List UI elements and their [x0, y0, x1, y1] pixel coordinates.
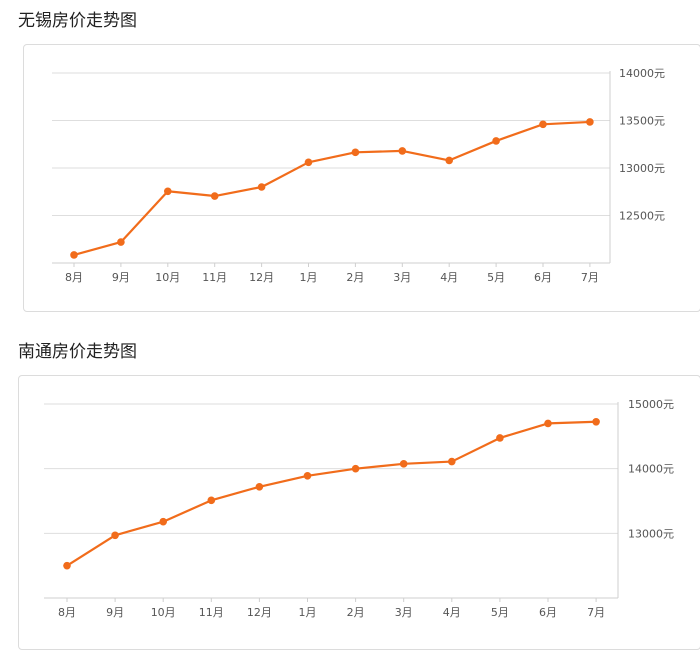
x-tick-label: 12月: [249, 271, 274, 284]
x-tick-label: 11月: [202, 271, 227, 284]
x-tick-label: 12月: [247, 606, 272, 619]
y-tick-label: 13500元: [619, 115, 665, 128]
x-tick-label: 6月: [534, 271, 552, 284]
y-tick-label: 14000元: [628, 463, 674, 476]
x-tick-label: 5月: [491, 606, 509, 619]
chart-title-nantong: 南通房价走势图: [18, 342, 137, 362]
data-point: [257, 183, 266, 191]
y-tick-label: 13000元: [628, 527, 674, 540]
data-point: [544, 419, 552, 428]
data-point: [159, 517, 167, 526]
data-point: [592, 417, 600, 426]
x-tick-label: 9月: [106, 606, 124, 619]
x-tick-label: 9月: [112, 271, 130, 284]
y-tick-label: 14000元: [619, 67, 665, 80]
data-point: [351, 464, 360, 473]
data-point: [448, 457, 456, 466]
data-point: [399, 460, 408, 468]
data-point: [255, 482, 264, 491]
x-tick-label: 4月: [440, 271, 458, 284]
x-tick-label: 6月: [539, 606, 557, 619]
x-tick-label: 3月: [393, 271, 411, 284]
data-point: [303, 471, 312, 480]
data-point: [70, 251, 78, 259]
data-point: [304, 158, 313, 167]
x-tick-label: 3月: [395, 606, 413, 619]
x-tick-label: 7月: [587, 606, 605, 619]
data-point: [117, 238, 125, 246]
x-tick-label: 1月: [300, 271, 318, 284]
data-point: [207, 496, 216, 505]
data-point: [539, 120, 547, 129]
x-tick-label: 1月: [299, 606, 317, 619]
data-point: [63, 561, 71, 570]
chart-panel-wuxi: [23, 44, 700, 312]
x-tick-label: 11月: [199, 606, 224, 619]
line-chart-wuxi: 12500元 13000元 13500元 14000元 8月 9月 10月 11月 12月 1月 2…: [52, 67, 665, 284]
x-tick-label: 2月: [347, 606, 365, 619]
data-point: [164, 187, 172, 196]
x-tick-label: 7月: [581, 271, 599, 284]
chart-title-wuxi: 无锡房价走势图: [18, 11, 137, 31]
data-point: [398, 147, 407, 155]
chart-panel-nantong: [18, 375, 700, 650]
data-point: [445, 156, 454, 165]
data-point: [351, 148, 360, 157]
y-tick-label: 15000元: [628, 398, 674, 411]
series-line: [73, 120, 590, 256]
data-point: [496, 434, 504, 442]
x-tick-label: 8月: [65, 271, 83, 284]
y-tick-label: 12500元: [619, 210, 665, 223]
y-tick-label: 13000元: [619, 162, 665, 175]
data-point: [586, 118, 594, 126]
data-point: [111, 531, 119, 540]
x-tick-label: 10月: [151, 606, 176, 619]
x-tick-label: 2月: [346, 271, 364, 284]
x-tick-label: 4月: [443, 606, 461, 619]
x-tick-label: 5月: [487, 271, 505, 284]
x-tick-label: 8月: [58, 606, 76, 619]
data-point: [492, 137, 500, 145]
series-line: [66, 420, 597, 567]
x-tick-label: 10月: [155, 271, 180, 284]
data-point: [210, 192, 219, 200]
